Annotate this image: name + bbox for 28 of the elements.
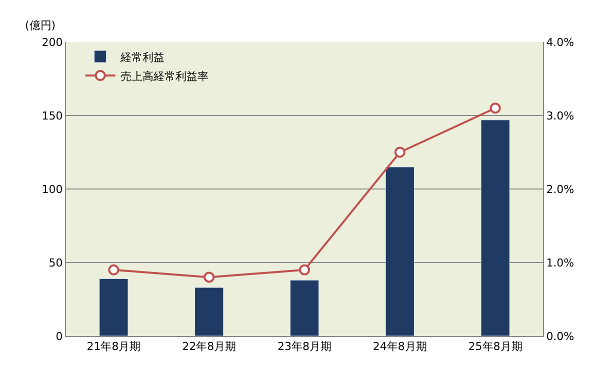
y2-tick-label: 2.0% (546, 182, 574, 196)
x-tick-label: 23年8月期 (278, 340, 332, 354)
x-tick-label: 25年8月期 (468, 340, 522, 354)
bar (385, 166, 414, 336)
bar (480, 120, 510, 336)
x-tick-label: 24年8月期 (372, 340, 427, 354)
y-tick-label: 50 (48, 256, 63, 270)
bar (99, 278, 128, 336)
bar (290, 280, 320, 336)
x-tick-label: 21年8月期 (86, 340, 141, 354)
point (204, 272, 215, 283)
y2-tick-label: 1.0% (546, 256, 574, 270)
y-tick-label: 100 (42, 182, 63, 196)
y2-tick-label: 3.0% (546, 109, 574, 122)
y2-tick-label: 0.0% (546, 330, 574, 343)
point (394, 146, 406, 158)
y-tick-label: 150 (42, 109, 63, 122)
y-tick-label: 0 (56, 330, 63, 343)
point (108, 264, 120, 276)
legend-label: 売上高経常利益率 (120, 70, 208, 83)
legend-label: 経常利益 (119, 50, 164, 64)
point (299, 264, 310, 276)
y-axis-title: (億円) (25, 19, 56, 32)
y2-tick-label: 4.0% (546, 36, 574, 49)
x-tick-label: 22年8月期 (182, 340, 236, 354)
point (490, 102, 501, 114)
bar (194, 287, 224, 336)
y-tick-label: 200 (42, 36, 63, 49)
